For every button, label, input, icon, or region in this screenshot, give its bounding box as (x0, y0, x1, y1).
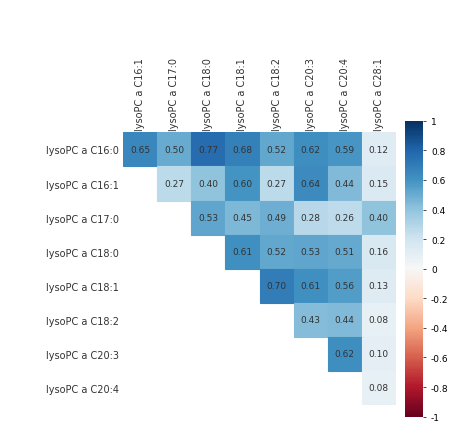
Bar (293, 269, 328, 303)
Text: 0.59: 0.59 (335, 146, 355, 155)
Bar (328, 167, 362, 201)
Text: 0.52: 0.52 (266, 247, 287, 256)
Bar (293, 303, 328, 337)
Bar (191, 201, 226, 235)
Bar (362, 371, 396, 405)
Text: 0.40: 0.40 (199, 180, 219, 189)
Text: 0.53: 0.53 (301, 247, 321, 256)
Text: 0.08: 0.08 (369, 384, 389, 392)
Bar (293, 167, 328, 201)
Text: 0.53: 0.53 (198, 214, 219, 223)
Text: 0.52: 0.52 (266, 146, 287, 155)
Bar (259, 269, 293, 303)
Text: 0.27: 0.27 (164, 180, 184, 189)
Bar (226, 235, 259, 269)
Text: 0.60: 0.60 (232, 180, 253, 189)
Bar (259, 235, 293, 269)
Bar (123, 133, 157, 167)
Bar (362, 303, 396, 337)
Text: 0.65: 0.65 (130, 146, 150, 155)
Bar (328, 133, 362, 167)
Bar (293, 133, 328, 167)
Bar (259, 133, 293, 167)
Bar (362, 269, 396, 303)
Text: 0.44: 0.44 (335, 180, 355, 189)
Bar (362, 167, 396, 201)
Text: 0.28: 0.28 (301, 214, 320, 223)
Bar (259, 167, 293, 201)
Text: 0.08: 0.08 (369, 316, 389, 325)
Bar (328, 303, 362, 337)
Text: 0.43: 0.43 (301, 316, 320, 325)
Text: 0.61: 0.61 (232, 247, 253, 256)
Text: 0.64: 0.64 (301, 180, 320, 189)
Bar (259, 201, 293, 235)
Text: 0.51: 0.51 (335, 247, 355, 256)
Bar (293, 235, 328, 269)
Bar (362, 201, 396, 235)
Bar (191, 167, 226, 201)
Text: 0.50: 0.50 (164, 146, 184, 155)
Text: 0.49: 0.49 (266, 214, 287, 223)
Text: 0.26: 0.26 (335, 214, 355, 223)
Text: 0.68: 0.68 (232, 146, 253, 155)
Bar (191, 133, 226, 167)
Text: 0.61: 0.61 (301, 282, 321, 291)
Text: 0.70: 0.70 (266, 282, 287, 291)
Bar (226, 133, 259, 167)
Bar (293, 201, 328, 235)
Text: 0.62: 0.62 (335, 349, 355, 358)
Text: 0.16: 0.16 (369, 247, 389, 256)
Text: 0.10: 0.10 (369, 349, 389, 358)
Bar (328, 269, 362, 303)
Bar (157, 133, 191, 167)
Text: 0.15: 0.15 (369, 180, 389, 189)
Bar (328, 337, 362, 371)
Bar (362, 133, 396, 167)
Text: 0.40: 0.40 (369, 214, 389, 223)
Text: 0.62: 0.62 (301, 146, 320, 155)
Bar (328, 201, 362, 235)
Text: 0.27: 0.27 (266, 180, 287, 189)
Bar (362, 235, 396, 269)
Text: 0.13: 0.13 (369, 282, 389, 291)
Text: 0.77: 0.77 (198, 146, 219, 155)
Text: 0.45: 0.45 (232, 214, 253, 223)
Bar (157, 167, 191, 201)
Text: 0.12: 0.12 (369, 146, 389, 155)
Bar (362, 337, 396, 371)
Text: 0.56: 0.56 (335, 282, 355, 291)
Bar (226, 201, 259, 235)
Text: 0.44: 0.44 (335, 316, 355, 325)
Bar (226, 167, 259, 201)
Bar (328, 235, 362, 269)
